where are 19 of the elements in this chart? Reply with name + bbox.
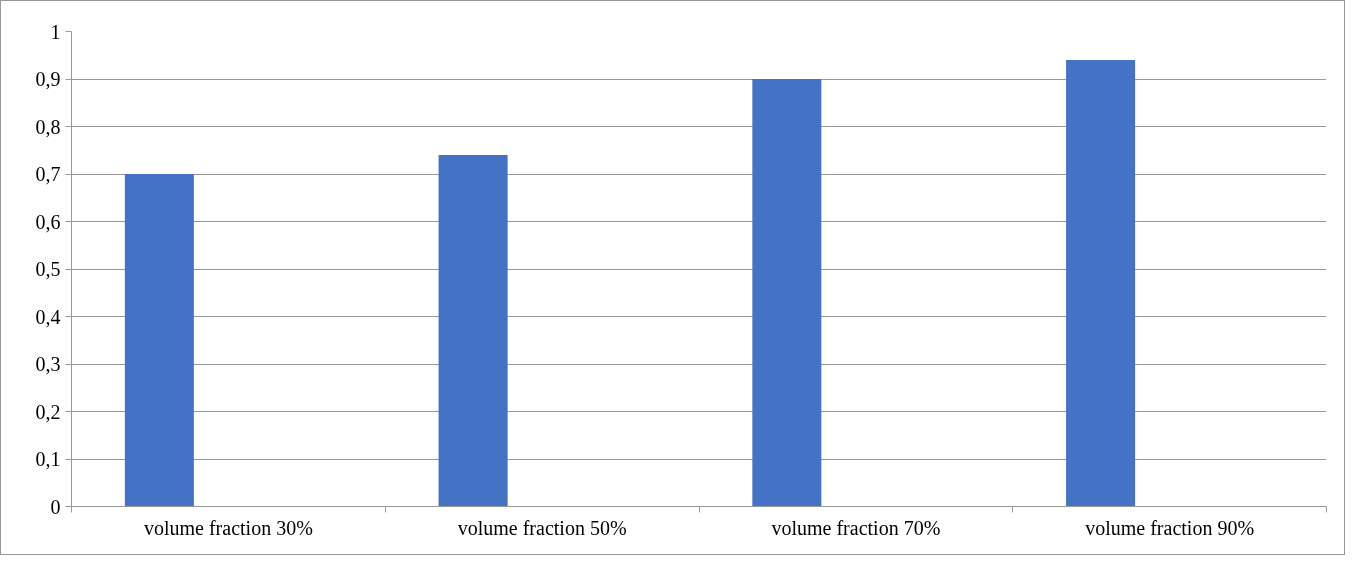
bar xyxy=(124,174,194,507)
x-tick-label: volume fraction 70% xyxy=(771,516,941,539)
bar xyxy=(438,155,508,507)
y-tick-label: 0,3 xyxy=(35,353,61,375)
bar xyxy=(1066,60,1136,507)
x-tick-label: volume fraction 50% xyxy=(457,516,627,539)
y-tick-label: 0,9 xyxy=(35,68,61,90)
x-tick-label: volume fraction 30% xyxy=(143,516,313,539)
y-tick-label: 0,2 xyxy=(35,400,61,423)
y-tick-label: 0,8 xyxy=(35,115,61,138)
y-tick-label: 0,4 xyxy=(35,305,61,328)
y-tick-label: 0,7 xyxy=(35,163,61,185)
y-tick-label: 0,5 xyxy=(35,258,61,280)
y-tick-label: 1 xyxy=(50,20,61,43)
x-tick-label: volume fraction 90% xyxy=(1085,516,1255,539)
y-tick-label: 0,1 xyxy=(35,448,61,470)
bar xyxy=(752,79,822,507)
y-tick-label: 0,6 xyxy=(35,210,61,233)
y-tick-label: 0 xyxy=(50,495,61,518)
